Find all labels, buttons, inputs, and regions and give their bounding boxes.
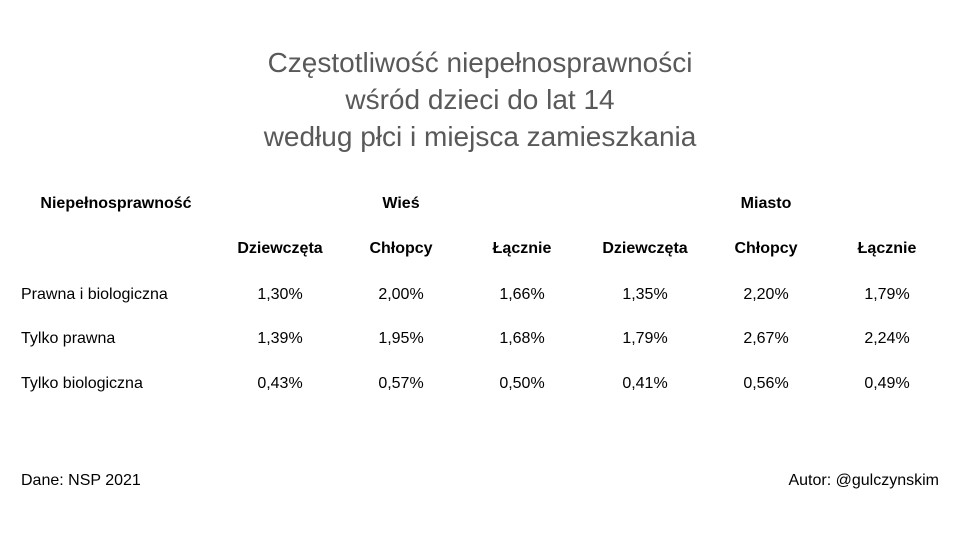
table-cell: 0,50% <box>499 375 545 392</box>
table-cell: 0,56% <box>743 375 789 392</box>
row-label: Tylko biologiczna <box>21 375 143 392</box>
table-cell: 1,68% <box>499 330 545 347</box>
header-label: Niepełnosprawność <box>40 195 192 212</box>
source-note: Dane: NSP 2021 <box>21 472 141 489</box>
title-line-1: Częstotliwość niepełnosprawności <box>267 47 693 78</box>
table-cell: 2,00% <box>378 286 424 303</box>
subheader-village-boys: Chłopcy <box>369 240 433 257</box>
table-cell: 2,24% <box>864 330 910 347</box>
page-title: Częstotliwość niepełnosprawności wśród d… <box>0 44 960 155</box>
table-cell: 1,39% <box>257 330 303 347</box>
table-cell: 1,66% <box>499 286 545 303</box>
table-cell: 1,35% <box>622 286 668 303</box>
subheader-city-total: Łącznie <box>857 240 917 257</box>
table-cell: 1,95% <box>378 330 424 347</box>
table-cell: 2,67% <box>743 330 789 347</box>
subheader-city-girls: Dziewczęta <box>602 240 688 257</box>
row-label: Prawna i biologiczna <box>21 286 168 303</box>
table-cell: 0,43% <box>257 375 303 392</box>
table-cell: 0,57% <box>378 375 424 392</box>
table-cell: 1,79% <box>864 286 910 303</box>
table-cell: 0,41% <box>622 375 668 392</box>
subheader-city-boys: Chłopcy <box>734 240 798 257</box>
title-line-3: według płci i miejsca zamieszkania <box>263 121 697 152</box>
subheader-village-total: Łącznie <box>492 240 552 257</box>
group-header-city: Miasto <box>740 195 792 212</box>
author-note: Autor: @gulczynskim <box>788 472 939 489</box>
row-label: Tylko prawna <box>21 330 116 347</box>
table-cell: 2,20% <box>743 286 789 303</box>
subheader-village-girls: Dziewczęta <box>237 240 323 257</box>
table-cell: 1,30% <box>257 286 303 303</box>
title-line-2: wśród dzieci do lat 14 <box>345 84 615 115</box>
table-cell: 0,49% <box>864 375 910 392</box>
group-header-village: Wieś <box>382 195 420 212</box>
table-cell: 1,79% <box>622 330 668 347</box>
